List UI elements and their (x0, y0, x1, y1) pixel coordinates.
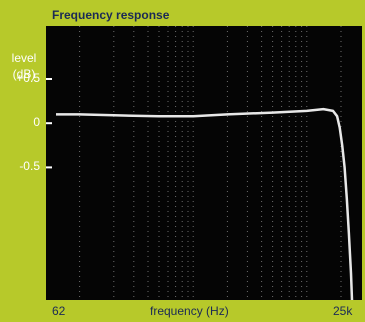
y-axis-label-line2: (dB) (12, 67, 36, 81)
x-axis-label: frequency (Hz) (150, 304, 229, 318)
y-tick-label-0: +0.5 (16, 71, 40, 85)
x-tick-label-25k: 25k (333, 304, 353, 318)
y-tick-label-1: 0 (33, 115, 40, 130)
y-axis-label-line1: level (11, 51, 37, 65)
chart-title: Frequency response (52, 8, 170, 22)
tick-layer (46, 78, 52, 169)
y-tick-label-2: -0.5 (19, 159, 40, 174)
series-layer (56, 107, 354, 300)
x-tick-label-62: 62 (52, 304, 66, 318)
plot-area (46, 26, 362, 300)
series-line-0 (56, 107, 354, 300)
plot-svg (46, 26, 354, 300)
grid-layer (79, 26, 342, 300)
